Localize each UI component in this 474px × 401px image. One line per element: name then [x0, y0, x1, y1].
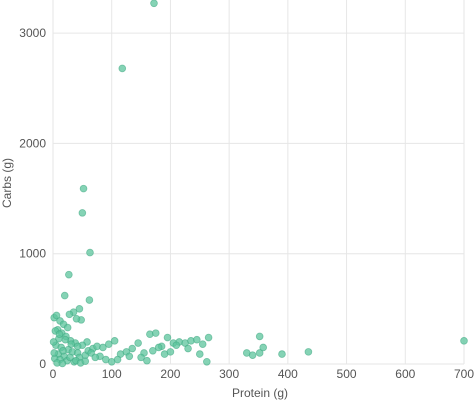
- scatter-point: [113, 355, 122, 364]
- scatter-point: [85, 296, 94, 304]
- scatter-point: [73, 342, 82, 351]
- axes-layer: 0 100 200 300 400 500 600 700 0 1000 2000 3000: [19, 26, 474, 381]
- scatter-point: [128, 344, 137, 353]
- scatter-point: [150, 0, 158, 8]
- scatter-point: [79, 184, 88, 193]
- scatter-point: [65, 310, 74, 319]
- scatter-point: [91, 353, 100, 362]
- x-tick-label: 300: [219, 367, 239, 381]
- scatter-point: [110, 337, 119, 345]
- scatter-point: [278, 350, 286, 358]
- scatter-point: [184, 344, 192, 353]
- scatter-point: [72, 314, 81, 323]
- scatter-point: [75, 305, 84, 313]
- scatter-point: [137, 353, 145, 362]
- scatter-point: [193, 335, 201, 344]
- x-tick-label: 500: [337, 367, 357, 381]
- scatter-point: [125, 352, 134, 361]
- scatter-point: [59, 346, 67, 355]
- scatter-point: [203, 357, 211, 366]
- scatter-point: [154, 343, 163, 352]
- scatter-point: [81, 357, 90, 366]
- scatter-point: [204, 333, 213, 342]
- scatter-point: [149, 346, 157, 355]
- scatter-point: [195, 350, 204, 358]
- y-tick-label: 1000: [19, 247, 46, 261]
- y-axis-label: Carbs (g): [0, 158, 14, 208]
- scatter-point: [104, 340, 113, 348]
- scatter-point: [460, 337, 468, 345]
- x-tick-label: 400: [278, 367, 298, 381]
- y-tick-label: 3000: [19, 26, 46, 40]
- x-tick-label: 100: [102, 367, 122, 381]
- scatter-point: [143, 356, 151, 365]
- scatter-point: [50, 349, 58, 357]
- scatter-point: [163, 333, 172, 342]
- scatter-point: [61, 335, 70, 344]
- scatter-point: [198, 340, 207, 348]
- grid-layer: [52, 0, 465, 365]
- x-tick-label: 0: [50, 367, 57, 381]
- points-layer: [49, 0, 468, 368]
- scatter-point: [63, 323, 72, 332]
- scatter-point: [118, 64, 127, 73]
- x-tick-label: 200: [160, 367, 180, 381]
- scatter-point: [166, 348, 175, 356]
- scatter-point: [78, 209, 87, 217]
- scatter-point: [172, 341, 181, 350]
- scatter-point: [259, 343, 267, 352]
- scatter-point: [67, 340, 76, 348]
- y-tick-label: 0: [39, 357, 46, 371]
- scatter-point: [248, 351, 257, 359]
- scatter-point: [52, 311, 61, 320]
- scatter-point: [66, 353, 74, 362]
- scatter-point: [55, 330, 64, 339]
- x-tick-label: 600: [395, 367, 415, 381]
- scatter-point: [99, 343, 107, 352]
- scatter-point: [255, 349, 264, 357]
- x-tick-label: 700: [454, 367, 474, 381]
- scatter-point: [255, 332, 264, 341]
- scatter-point: [134, 339, 142, 347]
- scatter-point: [86, 248, 94, 257]
- scatter-point: [65, 270, 73, 279]
- scatter-point: [304, 348, 313, 356]
- y-tick-label: 2000: [19, 136, 46, 150]
- x-axis-label: Protein (g): [232, 386, 288, 400]
- scatter-point: [49, 338, 58, 346]
- scatter-point: [58, 359, 67, 368]
- scatter-point: [60, 291, 69, 300]
- scatter-point: [151, 329, 160, 337]
